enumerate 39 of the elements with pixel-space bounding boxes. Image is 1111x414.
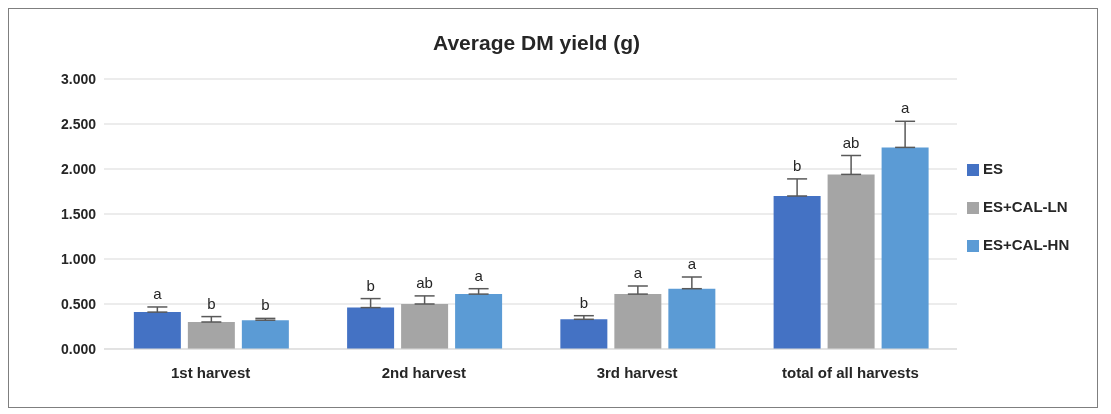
bar <box>187 322 235 349</box>
bar <box>401 304 449 349</box>
x-tick-label: 2nd harvest <box>381 363 466 381</box>
x-tick-label: 3rd harvest <box>596 363 678 381</box>
x-tick-label: 1st harvest <box>171 363 251 381</box>
data-label: b <box>792 156 802 174</box>
y-tick-label: 0.000 <box>60 340 97 357</box>
data-label: b <box>366 276 375 294</box>
bar <box>133 312 181 349</box>
y-tick-label: 0.500 <box>60 295 97 312</box>
data-label: a <box>153 284 163 302</box>
data-label: ab <box>416 273 433 291</box>
data-label: a <box>900 99 910 117</box>
y-tick-label: 2.500 <box>60 115 97 132</box>
x-tick-label: total of all harvests <box>782 363 919 381</box>
data-label: b <box>207 294 216 312</box>
data-label: b <box>579 293 589 311</box>
data-label: ab <box>842 133 860 151</box>
y-tick-label: 1.500 <box>60 205 97 222</box>
y-tick-label: 2.000 <box>60 160 97 177</box>
chart-title: Average DM yield (g) <box>432 31 641 55</box>
data-label: a <box>687 255 697 272</box>
bar <box>455 294 503 349</box>
bar <box>614 294 662 349</box>
legend-label: ES+CAL-HN <box>983 235 1070 253</box>
data-label: a <box>633 264 643 281</box>
legend-label: ES <box>983 159 1004 177</box>
data-label: b <box>261 296 270 314</box>
bar <box>827 174 875 349</box>
legend-label: ES+CAL-LN <box>983 197 1068 215</box>
bar <box>668 288 716 349</box>
bar <box>881 147 929 349</box>
bar <box>347 307 395 349</box>
bar <box>560 319 608 349</box>
bar <box>773 196 821 349</box>
y-tick-label: 3.000 <box>60 70 97 87</box>
y-tick-label: 1.000 <box>60 250 97 267</box>
bar <box>241 320 289 349</box>
data-label: a <box>474 266 484 284</box>
